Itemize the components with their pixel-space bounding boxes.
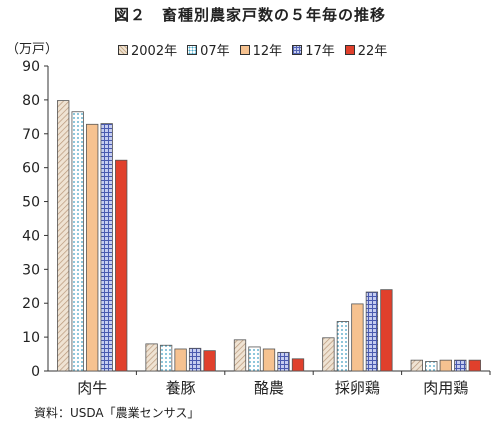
legend-swatch-22	[344, 44, 355, 55]
y-tick-label: 70	[22, 127, 40, 143]
y-tick-label: 80	[22, 93, 40, 109]
bar-12年-肉用鶏	[439, 359, 452, 372]
chart-legend: 2002年 07年 12年 17年 22年	[118, 40, 397, 59]
y-tick-label: 10	[22, 330, 40, 346]
bar-12年-酪農	[262, 348, 276, 372]
legend-item-2002: 2002年	[118, 40, 177, 59]
legend-swatch-12	[239, 44, 250, 55]
bar-07年-養豚	[159, 344, 173, 372]
bar-17年-肉用鶏	[454, 359, 467, 372]
chart-title: 図２ 畜種別農家戸数の５年毎の推移	[113, 6, 386, 24]
x-tick-label: 養豚	[166, 379, 196, 397]
bar-12年-養豚	[174, 348, 187, 372]
legend-swatch-07	[187, 44, 198, 55]
bar-07年-酪農	[248, 346, 261, 372]
legend-item-12: 12年	[239, 40, 283, 59]
legend-swatch-2002	[118, 44, 128, 55]
legend-label-07: 07年	[200, 44, 230, 59]
legend-label-12: 12年	[252, 44, 283, 59]
bar-2002年-採卵鶏	[322, 337, 335, 372]
y-tick-label: 90	[22, 59, 40, 75]
bar-12年-採卵鶏	[351, 303, 364, 372]
x-tick-label: 酪農	[254, 379, 284, 397]
legend-swatch-17	[292, 44, 303, 55]
y-axis-unit-label: （万戸）	[6, 42, 59, 57]
bar-22年-採卵鶏	[380, 289, 393, 372]
x-tick-label: 採卵鶏	[335, 379, 380, 397]
bar-2002年-肉用鶏	[410, 359, 423, 372]
x-tick-label: 肉用鶏	[423, 379, 468, 397]
bar-07年-肉用鶏	[425, 361, 438, 372]
x-tick-label: 肉牛	[77, 379, 107, 397]
bar-2002年-養豚	[145, 343, 158, 372]
bar-22年-肉牛	[115, 159, 128, 372]
y-tick-label: 0	[31, 364, 40, 380]
bar-17年-採卵鶏	[365, 291, 379, 372]
legend-item-17: 17年	[292, 40, 335, 59]
legend-label-2002: 2002年	[131, 44, 178, 59]
bar-17年-養豚	[188, 347, 202, 372]
bar-07年-肉牛	[71, 111, 84, 372]
legend-item-07: 07年	[187, 40, 230, 59]
bar-17年-肉牛	[100, 123, 113, 372]
legend-label-22: 22年	[357, 44, 388, 59]
bar-2002年-肉牛	[57, 100, 70, 372]
bar-07年-採卵鶏	[336, 321, 350, 372]
source-note: 資料：USDA「農業センサス」	[34, 406, 200, 420]
bar-22年-肉用鶏	[468, 359, 481, 372]
legend-label-17: 17年	[305, 44, 335, 59]
bar-12年-肉牛	[86, 123, 99, 372]
bar-22年-酪農	[291, 358, 305, 372]
y-tick-label: 30	[22, 262, 40, 278]
y-tick-label: 40	[22, 228, 40, 244]
y-tick-label: 20	[22, 296, 40, 312]
y-tick-label: 60	[22, 161, 40, 177]
bar-2002年-酪農	[233, 339, 247, 372]
bar-22年-養豚	[203, 350, 216, 372]
bar-17年-酪農	[277, 351, 290, 372]
legend-item-22: 22年	[344, 40, 388, 59]
y-tick-label: 50	[22, 195, 40, 211]
